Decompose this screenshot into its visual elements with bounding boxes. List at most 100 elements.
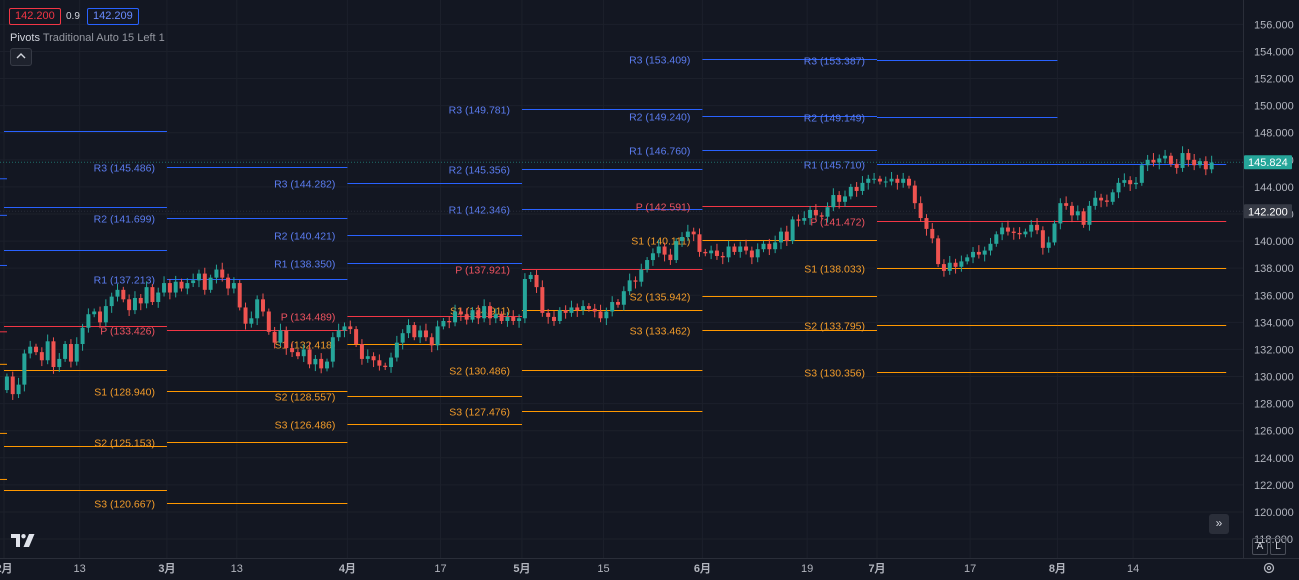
candle-body[interactable] [1163,155,1168,159]
candle-body[interactable] [540,287,545,313]
candle-body[interactable] [278,330,283,343]
candle-body[interactable] [744,246,749,251]
candle-body[interactable] [592,308,597,312]
candle-body[interactable] [598,311,603,319]
candle-body[interactable] [1104,200,1109,202]
candle-body[interactable] [1139,165,1144,183]
candle-body[interactable] [92,311,97,315]
candle-body[interactable] [505,316,510,321]
candle-body[interactable] [784,231,789,242]
candle-body[interactable] [976,251,981,255]
candle-body[interactable] [930,228,935,239]
time-axis[interactable]: 2月 13 3月 13 4月 17 5月 15 6月 19 7月 17 8月 14 [0,562,1139,575]
candle-body[interactable] [231,283,236,289]
candle-body[interactable] [1203,161,1208,170]
candle-body[interactable] [354,329,359,345]
candle-body[interactable] [394,342,399,358]
candle-body[interactable] [563,310,568,313]
candle-body[interactable] [1157,158,1162,163]
candle-body[interactable] [924,218,929,229]
candle-body[interactable] [98,311,103,323]
candle-body[interactable] [28,346,33,354]
candle-body[interactable] [476,310,481,319]
candle-body[interactable] [971,251,976,258]
candle-body[interactable] [1209,162,1214,170]
candle-body[interactable] [464,314,469,320]
candle-body[interactable] [80,327,85,345]
candle-body[interactable] [138,297,143,304]
candle-body[interactable] [487,306,492,319]
candle-body[interactable] [854,186,859,191]
candle-body[interactable] [16,384,21,395]
candle-body[interactable] [907,178,912,186]
candle-body[interactable] [650,253,655,261]
candle-body[interactable] [662,246,667,255]
candle-body[interactable] [616,302,621,305]
candle-body[interactable] [10,376,15,395]
candle-body[interactable] [423,330,428,338]
candle-body[interactable] [220,269,225,278]
candle-body[interactable] [406,325,411,334]
candle-body[interactable] [959,261,964,267]
candle-body[interactable] [825,207,830,217]
candle-body[interactable] [4,376,9,391]
candle-body[interactable] [720,255,725,258]
candle-body[interactable] [604,311,609,319]
candle-body[interactable] [726,246,731,258]
candle-body[interactable] [39,352,44,361]
candle-body[interactable] [511,316,516,321]
candle-body[interactable] [74,344,79,362]
candle-body[interactable] [680,237,685,242]
candle-body[interactable] [109,296,114,307]
auto-scale-button[interactable]: A [1252,538,1268,555]
candle-body[interactable] [656,246,661,254]
candle-body[interactable] [709,250,714,254]
candle-body[interactable] [1011,231,1016,233]
candle-body[interactable] [162,283,167,293]
gear-icon[interactable] [1262,561,1276,575]
candle-body[interactable] [569,307,574,313]
scroll-to-realtime-button[interactable]: » [1209,514,1229,534]
candle-body[interactable] [1116,182,1121,193]
candle-body[interactable] [249,318,254,324]
candle-body[interactable] [348,326,353,330]
candle-body[interactable] [1168,155,1173,164]
candle-body[interactable] [639,269,644,282]
candle-body[interactable] [965,257,970,262]
candle-body[interactable] [1186,153,1191,160]
candle-body[interactable] [1110,192,1115,202]
candle-body[interactable] [575,307,580,311]
candle-body[interactable] [994,234,999,244]
candle-body[interactable] [790,219,795,242]
candle-body[interactable] [1029,224,1034,232]
candle-body[interactable] [767,243,772,250]
candle-body[interactable] [546,312,551,317]
candle-body[interactable] [813,209,818,216]
candle-body[interactable] [429,337,434,346]
candle-body[interactable] [778,231,783,243]
candle-body[interactable] [1000,227,1005,235]
candle-body[interactable] [883,181,888,183]
candle-body[interactable] [551,316,556,321]
candle-body[interactable] [202,273,207,290]
candle-body[interactable] [1180,153,1185,168]
candle-body[interactable] [988,243,993,251]
candle-body[interactable] [1035,224,1040,231]
candle-body[interactable] [482,306,487,319]
candle-body[interactable] [773,242,778,250]
candle-body[interactable] [260,299,265,312]
candle-body[interactable] [1133,182,1138,185]
candle-body[interactable] [877,178,882,182]
candle-body[interactable] [418,330,423,338]
candle-body[interactable] [389,357,394,368]
candle-body[interactable] [63,344,68,359]
candle-body[interactable] [284,330,289,349]
candle-body[interactable] [383,365,388,368]
candle-body[interactable] [191,280,196,284]
candle-body[interactable] [1023,231,1028,235]
candle-body[interactable] [441,320,446,327]
candle-body[interactable] [226,277,231,289]
candle-body[interactable] [738,246,743,252]
candle-body[interactable] [412,325,417,338]
